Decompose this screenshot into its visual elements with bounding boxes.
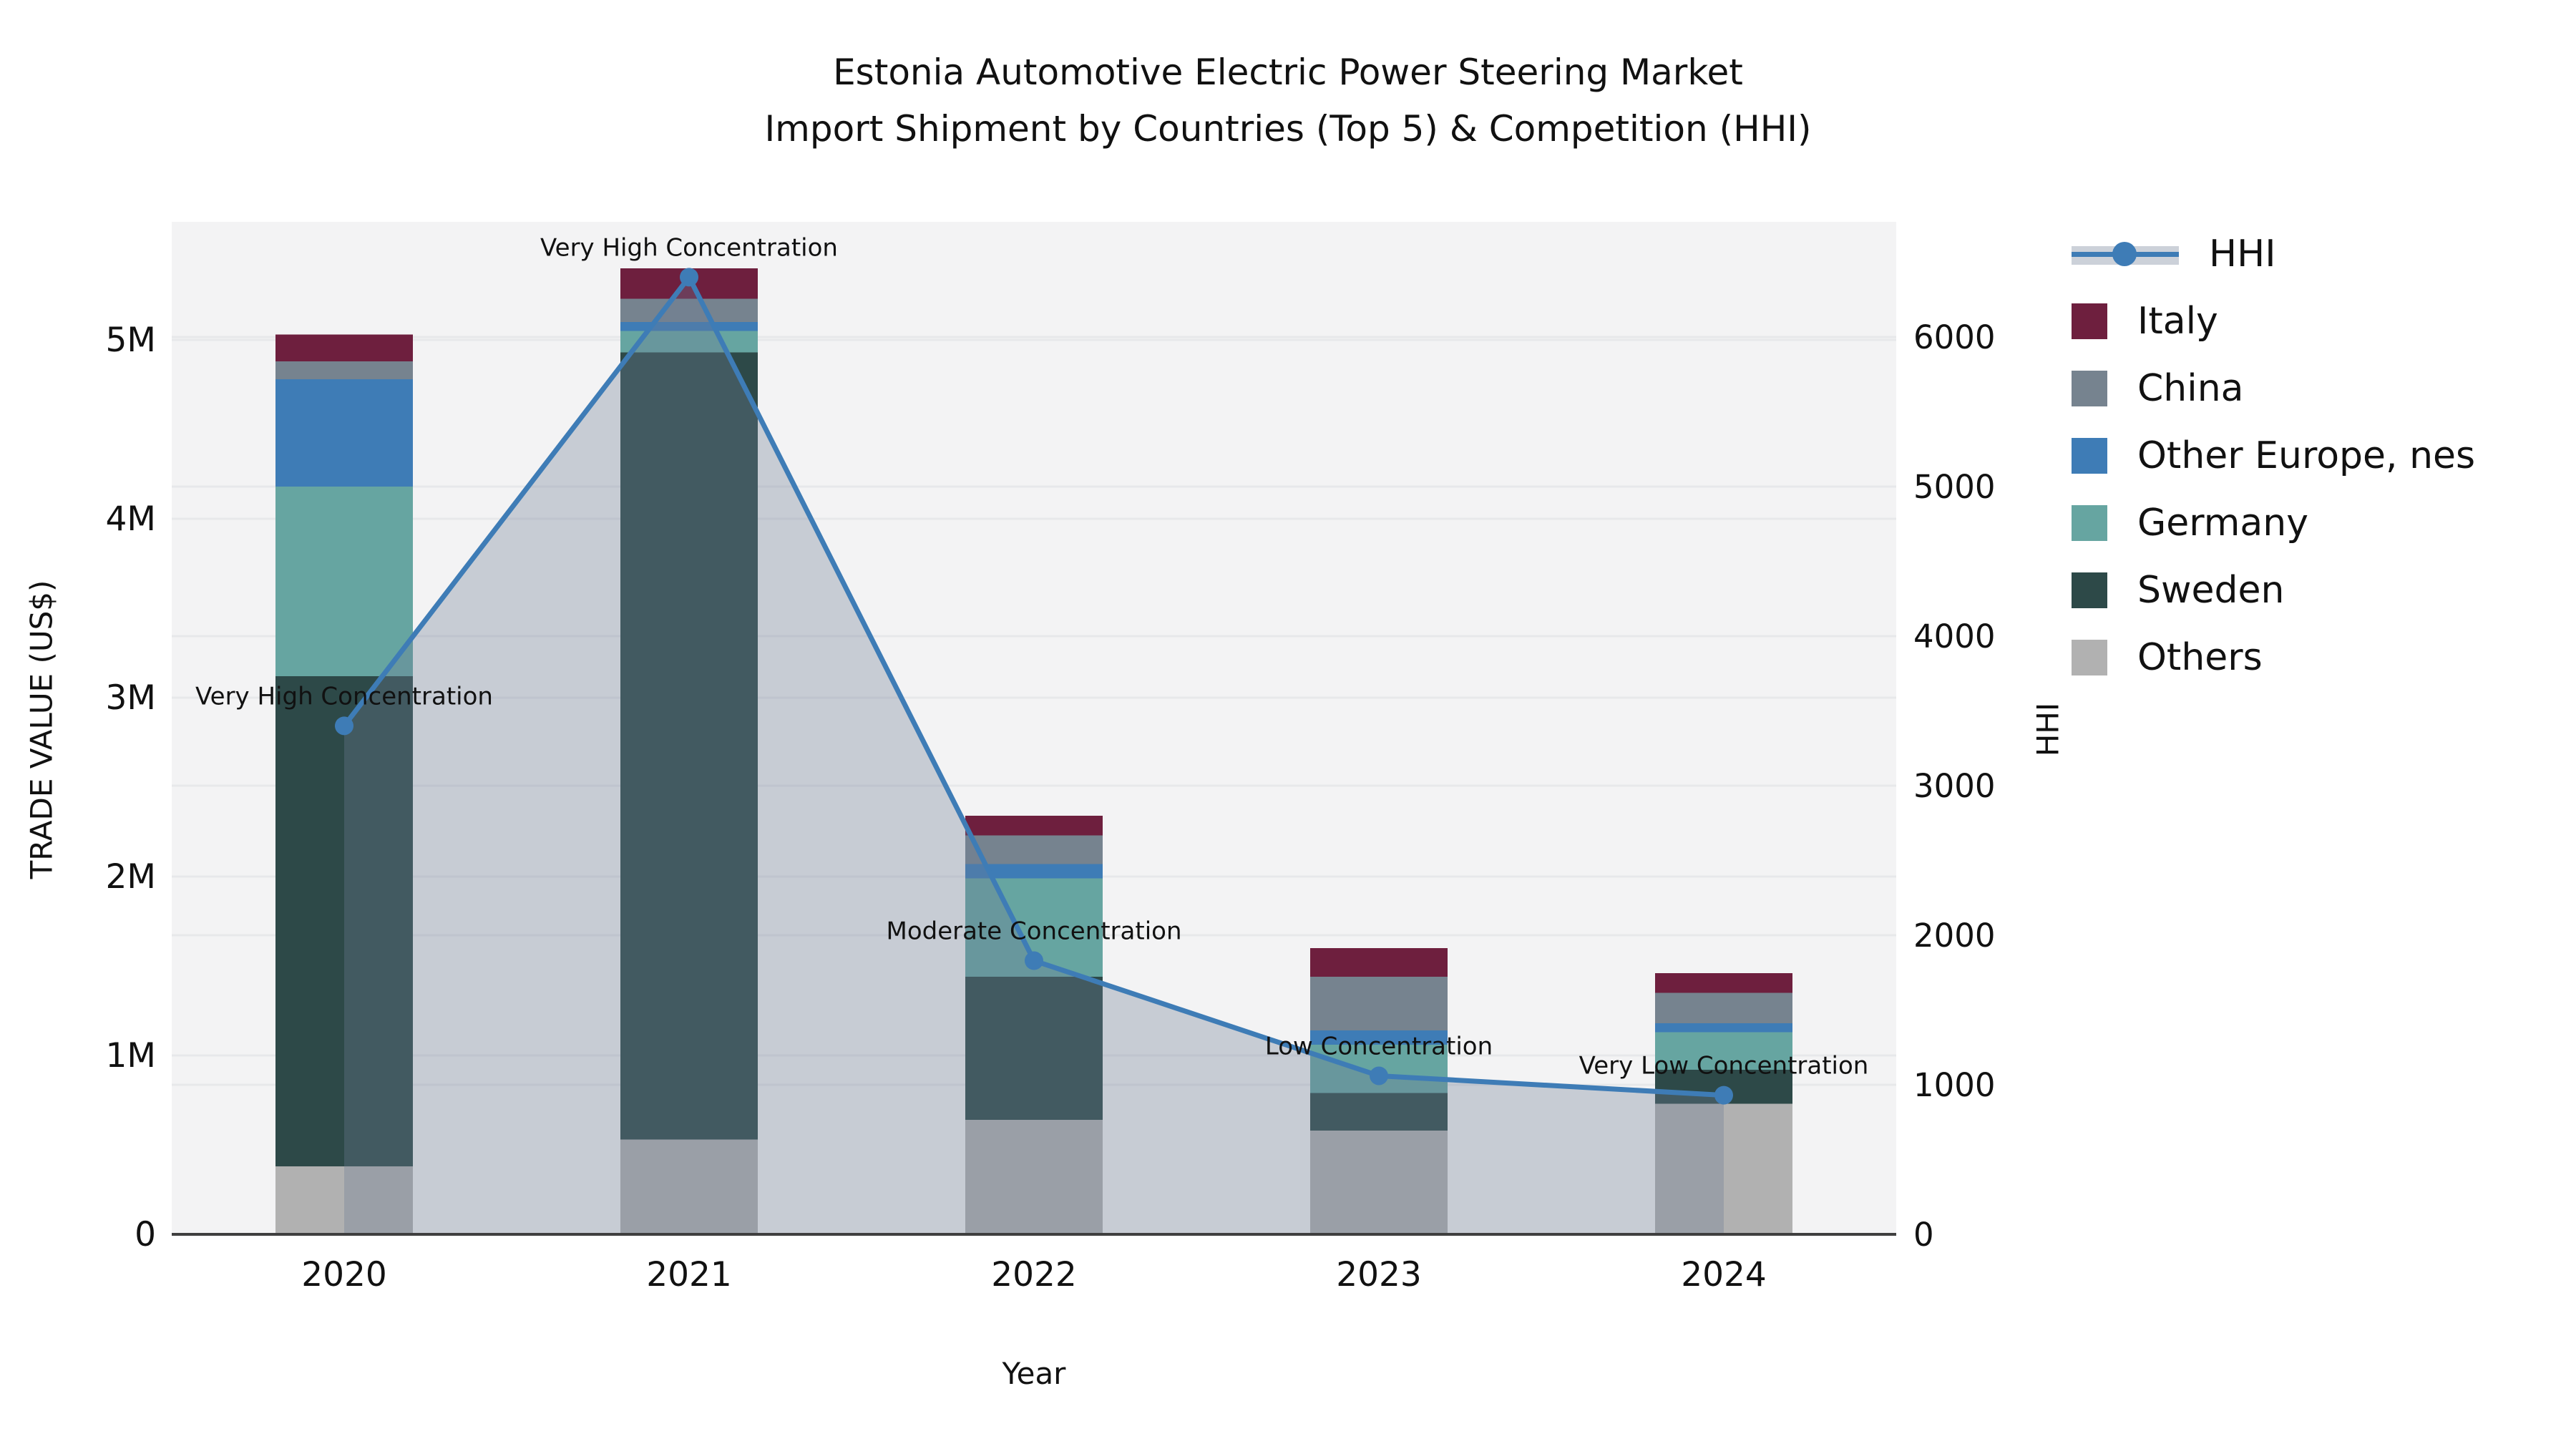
legend-item-others: Others <box>2072 636 2475 679</box>
y-tick-left-0: 0 <box>135 1215 156 1254</box>
bar-segment-other-europe-nes-2023 <box>1310 1030 1448 1045</box>
y-tick-right-6000: 6000 <box>1913 318 1996 356</box>
chart-title-line2: Import Shipment by Countries (Top 5) & C… <box>764 108 1812 150</box>
legend-item-other-europe-nes: Other Europe, nes <box>2072 434 2476 477</box>
hhi-marker-2021 <box>680 268 698 287</box>
bar-segment-germany-2020 <box>275 487 413 676</box>
bar-segment-others-2023 <box>1310 1131 1448 1234</box>
annotation-2021: Very High Concentration <box>540 233 838 262</box>
bar-segment-china-2020 <box>275 361 413 379</box>
y-tick-right-0: 0 <box>1913 1216 1934 1254</box>
hhi-area-fill <box>344 277 1724 1234</box>
bar-segment-sweden-2022 <box>965 977 1103 1120</box>
legend-line-dot <box>2112 242 2137 266</box>
legend-label: Other Europe, nes <box>2137 434 2476 477</box>
y-tick-left-4M: 4M <box>106 499 156 539</box>
x-axis-title: Year <box>1002 1356 1066 1391</box>
legend-swatch-icon <box>2072 505 2107 541</box>
legend: HHI Italy China Other Europe, nes Germany Swe… <box>2072 233 2476 679</box>
x-tick-2020: 2020 <box>301 1255 387 1294</box>
bar-segment-china-2021 <box>620 298 758 322</box>
y-tick-right-1000: 1000 <box>1913 1066 1996 1104</box>
y-axis-title-right: HHI <box>2030 702 2066 757</box>
legend-swatch-icon <box>2072 640 2107 675</box>
bar-segment-others-2024 <box>1655 1103 1792 1234</box>
legend-item-hhi: HHI <box>2072 233 2475 275</box>
y-tick-right-2000: 2000 <box>1913 917 1996 955</box>
legend-swatch-icon <box>2072 572 2107 608</box>
bar-segment-others-2020 <box>275 1166 413 1234</box>
bar-segment-sweden-2023 <box>1310 1093 1448 1131</box>
y-tick-left-2M: 2M <box>106 857 156 897</box>
legend-label: Italy <box>2137 300 2218 343</box>
y-tick-right-3000: 3000 <box>1913 767 1996 805</box>
bar-segment-italy-2022 <box>965 816 1103 836</box>
chart-title-line1: Estonia Automotive Electric Power Steeri… <box>833 52 1743 93</box>
bar-segment-others-2021 <box>620 1139 758 1234</box>
legend-item-italy: Italy <box>2072 300 2475 343</box>
bar-segment-other-europe-nes-2020 <box>275 379 413 487</box>
annotation-2022: Moderate Concentration <box>886 917 1181 946</box>
y-tick-left-3M: 3M <box>106 678 156 718</box>
legend-label: Others <box>2137 636 2263 679</box>
legend-swatch-icon <box>2072 303 2107 339</box>
y-tick-left-1M: 1M <box>106 1036 156 1075</box>
y-axis-title-left: TRADE VALUE (US$) <box>24 580 59 879</box>
bar-segment-italy-2023 <box>1310 948 1448 977</box>
x-tick-2022: 2022 <box>991 1255 1077 1294</box>
bar-segment-china-2024 <box>1655 992 1792 1023</box>
legend-label: Germany <box>2137 502 2309 545</box>
bar-segment-others-2022 <box>965 1120 1103 1234</box>
hhi-marker-2022 <box>1025 951 1043 970</box>
x-tick-2021: 2021 <box>646 1255 732 1294</box>
bar-segment-italy-2020 <box>275 334 413 361</box>
legend-label: HHI <box>2209 233 2276 275</box>
bar-segment-italy-2024 <box>1655 973 1792 993</box>
annotation-2024: Very Low Concentration <box>1579 1052 1869 1080</box>
legend-swatch-icon <box>2072 438 2107 474</box>
legend-hhi-line-icon <box>2072 238 2179 270</box>
bar-segment-sweden-2021 <box>620 352 758 1140</box>
y-tick-left-5M: 5M <box>106 321 156 360</box>
y-tick-right-5000: 5000 <box>1913 468 1996 506</box>
bar-segment-china-2023 <box>1310 977 1448 1030</box>
legend-swatch-icon <box>2072 371 2107 406</box>
x-tick-2024: 2024 <box>1681 1255 1767 1294</box>
legend-label: China <box>2137 367 2244 410</box>
bar-segment-china-2022 <box>965 835 1103 864</box>
y-tick-right-4000: 4000 <box>1913 618 1996 655</box>
bar-segment-sweden-2020 <box>275 676 413 1166</box>
x-tick-2023: 2023 <box>1336 1255 1422 1294</box>
chart-title: Estonia Automotive Electric Power Steeri… <box>0 44 2576 157</box>
annotation-2020: Very High Concentration <box>195 682 493 711</box>
bar-segment-germany-2024 <box>1655 1032 1792 1070</box>
legend-label: Sweden <box>2137 569 2285 612</box>
legend-item-china: China <box>2072 367 2475 410</box>
bar-segment-other-europe-nes-2024 <box>1655 1023 1792 1033</box>
hhi-marker-2020 <box>335 716 353 736</box>
annotation-2023: Low Concentration <box>1265 1032 1493 1060</box>
legend-item-sweden: Sweden <box>2072 569 2475 612</box>
bar-segment-other-europe-nes-2022 <box>965 864 1103 879</box>
hhi-marker-2023 <box>1370 1066 1388 1085</box>
hhi-marker-2024 <box>1714 1085 1733 1105</box>
legend-item-germany: Germany <box>2072 502 2475 545</box>
